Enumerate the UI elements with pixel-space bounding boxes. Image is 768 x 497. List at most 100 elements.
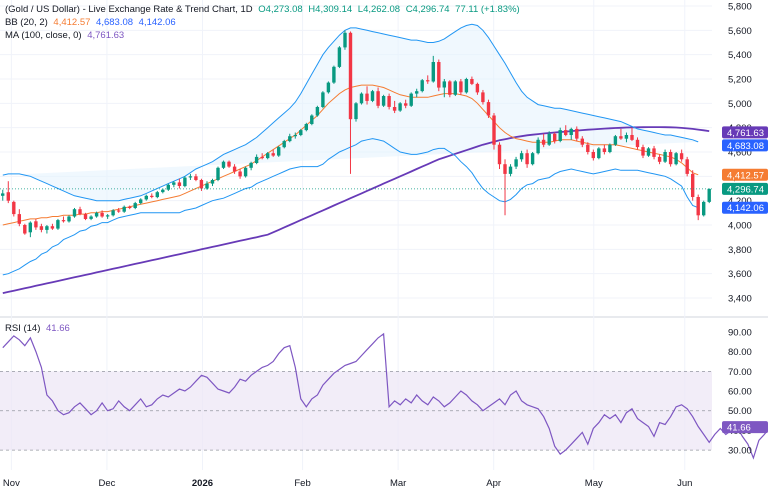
candle[interactable] [702,200,706,217]
candle[interactable] [663,149,667,163]
ma-legend[interactable]: MA (100, close, 0) 4,761.63 [5,30,127,41]
candle[interactable] [50,223,55,230]
candle[interactable] [111,209,115,217]
candle[interactable] [437,59,441,92]
candle[interactable] [117,207,121,213]
candle[interactable] [45,225,49,234]
candle[interactable] [144,194,148,201]
candle[interactable] [205,181,209,190]
candle[interactable] [591,149,595,161]
candle[interactable] [420,79,424,93]
candle[interactable] [348,31,353,174]
candle[interactable] [486,99,491,118]
candle[interactable] [558,127,562,143]
candle[interactable] [564,125,568,137]
time-axis[interactable]: Nov Dec 2026 Feb Mar Apr May Jun [3,478,693,489]
candle[interactable] [177,178,182,189]
candle[interactable] [23,223,27,235]
candle[interactable] [221,160,226,170]
candle[interactable] [155,190,159,199]
candle[interactable] [315,105,320,117]
candle[interactable] [321,91,325,109]
candle[interactable] [569,127,573,140]
candle[interactable] [39,223,44,233]
candle[interactable] [128,205,132,210]
candle[interactable] [646,147,651,157]
candle[interactable] [94,211,99,218]
candle[interactable] [586,142,590,155]
candle[interactable] [404,99,408,109]
candle[interactable] [492,113,496,150]
candle[interactable] [580,136,584,148]
candle[interactable] [6,181,10,204]
candle[interactable] [448,80,452,98]
candle[interactable] [238,169,242,179]
candle[interactable] [188,173,193,180]
candle[interactable] [641,144,645,159]
candle[interactable] [293,132,297,139]
candle[interactable] [392,100,397,114]
candle[interactable] [100,210,104,218]
candle[interactable] [12,200,16,217]
candle[interactable] [575,126,579,142]
candle[interactable] [133,201,137,210]
candle[interactable] [337,46,342,69]
candle[interactable] [525,149,529,168]
candle[interactable] [288,133,292,143]
candle[interactable] [514,156,518,170]
candle[interactable] [210,178,215,187]
candle[interactable] [470,76,474,86]
candle[interactable] [459,79,463,95]
candle[interactable] [481,89,485,105]
candle[interactable] [597,147,601,160]
candle[interactable] [707,188,711,204]
candle[interactable] [310,114,314,126]
candle[interactable] [657,154,662,165]
rsi-legend[interactable]: RSI (14) 41.66 [5,323,73,334]
candle[interactable] [685,156,689,177]
symbol-legend[interactable]: (Gold / US Dollar) - Live Exchange Rate … [5,4,523,15]
candle[interactable] [34,218,38,230]
candle[interactable] [254,154,259,165]
candle[interactable] [183,176,187,188]
candle[interactable] [304,122,308,132]
candle[interactable] [497,142,502,170]
candle[interactable] [172,181,176,188]
candle[interactable] [602,144,607,155]
candle[interactable] [105,214,110,219]
candle[interactable] [624,132,629,143]
price-axis[interactable]: 3,4003,6003,8004,0004,2004,4004,6004,800… [728,2,752,305]
candle[interactable] [415,88,419,98]
candle[interactable] [359,92,364,105]
bb-legend[interactable]: BB (20, 2) 4,412.57 4,683.08 4,142.06 [5,17,179,28]
candle[interactable] [691,170,695,201]
candle[interactable] [519,150,524,162]
candle[interactable] [56,218,60,230]
candle[interactable] [266,152,270,160]
candle[interactable] [194,173,198,182]
candle[interactable] [61,216,66,223]
candle[interactable] [282,139,286,149]
candle[interactable] [541,133,546,148]
candle[interactable] [553,132,557,144]
candle[interactable] [508,164,513,177]
candle[interactable] [652,145,656,160]
candle[interactable] [668,149,673,167]
candle[interactable] [464,77,469,94]
candle[interactable] [365,86,369,105]
candle[interactable] [674,152,678,166]
candle[interactable] [249,161,253,171]
candle[interactable] [426,75,430,84]
candle[interactable] [150,193,154,199]
candle[interactable] [67,215,71,223]
candlestick-series[interactable] [1,30,711,238]
candle[interactable] [354,102,358,122]
candle[interactable] [608,143,612,154]
candle[interactable] [326,81,331,94]
candle[interactable] [431,55,435,83]
candle[interactable] [271,149,275,157]
candle[interactable] [89,215,93,221]
candle[interactable] [376,87,380,109]
